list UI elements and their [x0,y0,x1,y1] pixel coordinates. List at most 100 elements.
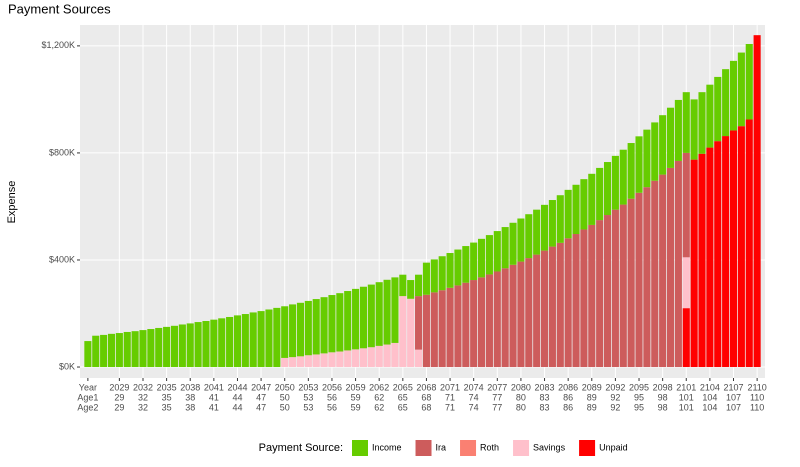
bar-segment [698,92,706,154]
x-tick-label: 2083 [535,382,555,392]
bar-segment [115,333,123,368]
bar-segment [627,143,635,199]
bar-segment [714,76,722,142]
bar-segment [163,326,171,368]
bar-segment [383,344,391,368]
bar-segment [210,319,218,368]
legend-label: Unpaid [599,442,628,452]
bar-segment [123,331,131,368]
bar-segment [596,167,604,221]
bar-segment [603,162,612,216]
bar-segment [666,167,675,368]
age1-label: 98 [658,392,668,402]
bar-segment [281,306,289,358]
age2-label: 77 [492,402,502,412]
x-row-label: Age2 [77,402,98,412]
bar-segment [304,300,312,356]
age2-label: 56 [327,402,337,412]
bar-segment [399,296,407,368]
age1-label: 95 [634,392,644,402]
bar-segment [533,209,541,255]
bar-segment [415,349,423,368]
bar-segment [415,296,423,350]
plot-panel [80,25,765,378]
x-tick-label: 2050 [275,382,295,392]
age2-label: 101 [679,402,694,412]
age2-label: 62 [374,402,384,412]
bar-segment [304,355,312,368]
bar-segment [296,356,305,368]
x-tick-label: 2098 [653,382,673,392]
bar-segment [643,187,651,368]
bar-segment [572,234,580,368]
bar-segment [635,136,643,193]
age1-label: 104 [702,392,717,402]
x-tick-label: 2032 [133,382,153,392]
legend-swatch [579,440,596,456]
bar-segment [619,149,627,205]
bar-segment [84,341,92,368]
age1-label: 35 [162,392,172,402]
y-tick-label: $1,200K [41,40,75,50]
bar-segment [596,220,604,368]
age1-label: 56 [327,392,337,402]
bar-segment [651,122,659,181]
bar-segment [745,44,753,120]
bar-segment [682,92,690,153]
bar-segment [430,259,438,293]
bar-segment [517,218,525,262]
age2-label: 53 [303,402,313,412]
x-tick-label: 2065 [393,382,413,392]
bar-segment [588,173,596,225]
age2-label: 29 [114,402,124,412]
bar-segment [525,214,533,259]
y-tick-label: $800K [49,147,75,157]
bar-segment [383,279,391,345]
bar-segment [415,274,423,297]
bar-segment [399,274,407,297]
x-tick-label: 2062 [369,382,389,392]
bar-segment [462,246,470,283]
age2-label: 68 [421,402,431,412]
legend-label: Roth [480,442,499,452]
x-tick-label: 2107 [723,382,743,392]
age2-label: 83 [540,402,550,412]
x-row-label: Year [79,382,97,392]
bar-segment [241,314,249,368]
bar-segment [706,84,714,148]
age2-label: 110 [750,402,764,412]
x-tick-label: 2041 [204,382,224,392]
x-tick-label: 2068 [416,382,436,392]
bar-segment [296,302,305,357]
age2-label: 107 [726,402,741,412]
bar-segment [682,308,690,368]
x-tick-label: 2095 [629,382,649,392]
bar-segment [478,238,486,278]
bar-segment [611,155,619,210]
legend-title: Payment Source: [259,442,343,454]
bar-segment [202,320,210,368]
bar-segment [462,282,470,368]
age1-label: 77 [492,392,502,402]
legend-swatch [513,440,530,456]
bar-segment [470,280,478,368]
bar-segment [635,192,643,368]
bar-segment [367,284,375,348]
age2-label: 47 [256,402,266,412]
bar-segment [722,136,730,368]
bar-segment [281,357,289,368]
bar-segment [564,189,572,239]
age1-label: 86 [563,392,573,402]
x-tick-label: 2110 [747,382,766,392]
y-axis-title: Expense [6,181,18,224]
bar-segment [509,264,517,368]
bar-segment [233,315,242,368]
bar-segment [470,242,478,281]
bar-segment [375,345,383,368]
bar-segment [438,290,446,368]
legend-swatch [415,440,432,456]
bar-segment [580,229,588,368]
bar-segment [336,351,344,368]
bar-segment [320,353,328,368]
y-tick-label: $400K [49,254,75,264]
